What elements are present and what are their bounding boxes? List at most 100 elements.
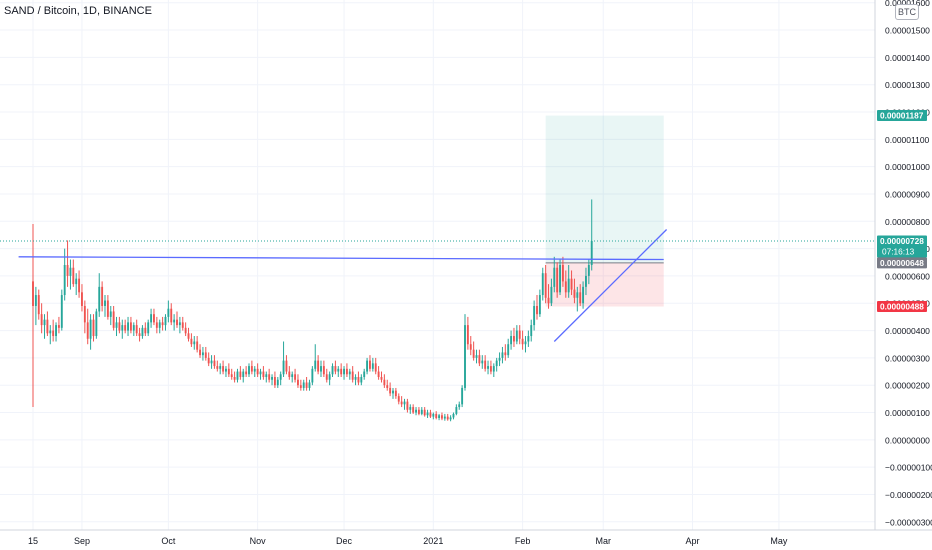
- candle-body: [570, 278, 573, 290]
- candle-body: [69, 267, 72, 276]
- candle-body: [63, 265, 66, 296]
- candle-body: [366, 360, 369, 372]
- candle-body: [469, 344, 472, 350]
- candle-body: [504, 352, 507, 356]
- candle-body: [334, 366, 337, 372]
- y-tick-label: 0.00000900: [885, 189, 930, 199]
- candle-body: [538, 295, 541, 315]
- price-label-target-text: 0.00001187: [880, 111, 924, 121]
- candle-body: [193, 341, 196, 345]
- candle-body: [236, 371, 239, 380]
- candle-body: [357, 377, 360, 383]
- candle-body: [253, 368, 256, 372]
- candle-body: [360, 377, 363, 383]
- candle-body: [420, 409, 423, 414]
- candle-body: [521, 338, 524, 345]
- candle-body: [37, 295, 40, 315]
- candle-body: [112, 311, 115, 328]
- candle-body: [397, 396, 400, 402]
- candle-body: [331, 366, 334, 375]
- candle-body: [533, 305, 536, 326]
- candle-body: [587, 265, 590, 276]
- candle-body: [273, 377, 276, 386]
- candle-body: [343, 368, 345, 375]
- x-tick-label: 2021: [423, 536, 443, 546]
- candle-body: [233, 377, 236, 380]
- candle-body: [340, 368, 343, 375]
- candle-body: [184, 327, 187, 334]
- candle-body: [383, 379, 386, 386]
- candle-body: [389, 387, 392, 394]
- candle-body: [351, 371, 354, 380]
- candle-body: [173, 319, 176, 323]
- y-tick-label: 0.00001400: [885, 53, 930, 63]
- candle-body: [435, 413, 438, 418]
- title-sep-1: ,: [76, 5, 83, 17]
- candle-body: [216, 366, 219, 369]
- candle-body: [222, 366, 225, 372]
- candle-body: [541, 273, 544, 296]
- price-label-last-text: 0.00000728: [880, 236, 924, 246]
- candle-body: [458, 404, 461, 408]
- candle-body: [81, 292, 83, 306]
- candle-body: [314, 360, 317, 369]
- candle-body: [478, 355, 481, 364]
- candle-body: [481, 360, 484, 364]
- candle-body: [308, 382, 311, 388]
- x-tick-label: Nov: [250, 536, 267, 546]
- candle-body: [363, 371, 366, 378]
- chart-title: SAND / Bitcoin, 1D, BINANCE: [4, 5, 152, 17]
- candle-body: [461, 387, 464, 405]
- candle-body: [178, 322, 181, 326]
- candle-body: [438, 415, 441, 418]
- candle-body: [66, 265, 69, 276]
- y-tick-label: 0.00001300: [885, 80, 930, 90]
- candle-body: [530, 325, 533, 337]
- candle-body: [250, 366, 253, 372]
- candle-body: [57, 325, 60, 328]
- candle-body: [547, 297, 550, 304]
- candle-body: [245, 371, 248, 375]
- candle-body: [43, 319, 46, 326]
- candle-body: [475, 355, 478, 358]
- candle-body: [441, 415, 443, 419]
- candle-body: [176, 319, 178, 326]
- candle-body: [227, 368, 230, 375]
- x-tick-label: Dec: [336, 536, 353, 546]
- candle-body: [285, 360, 288, 372]
- candle-body: [242, 371, 245, 378]
- y-tick-label: 0.00000800: [885, 217, 930, 227]
- candle-body: [446, 416, 449, 420]
- candle-body: [582, 286, 585, 304]
- candle-body: [423, 409, 426, 416]
- candle-body: [60, 295, 63, 328]
- candle-body: [95, 311, 98, 337]
- candle-body: [377, 371, 380, 378]
- horizontal-resistance: [18, 256, 664, 261]
- candle-body: [161, 322, 164, 326]
- grid: [0, 0, 875, 530]
- price-label-stop-text: 0.00000488: [880, 302, 924, 312]
- candle-body: [484, 360, 487, 369]
- candle-body: [579, 292, 582, 304]
- candle-body: [325, 374, 328, 380]
- candle-body: [452, 413, 455, 418]
- candle-body: [544, 273, 547, 298]
- candle-body: [317, 360, 320, 372]
- candle-body: [225, 368, 227, 372]
- candle-body: [432, 413, 435, 417]
- candle-body: [49, 330, 52, 334]
- candle-body: [449, 417, 452, 420]
- currency-badge[interactable]: BTC: [895, 4, 919, 20]
- candle-body: [392, 390, 394, 394]
- candle-body: [127, 322, 129, 331]
- candle-body: [118, 322, 121, 331]
- candle-body: [510, 336, 513, 345]
- candle-body: [302, 382, 305, 388]
- candle-body: [354, 377, 357, 380]
- candle-body: [394, 390, 397, 397]
- candle-body: [527, 336, 530, 342]
- candle-body: [46, 319, 49, 334]
- candle-body: [150, 314, 153, 323]
